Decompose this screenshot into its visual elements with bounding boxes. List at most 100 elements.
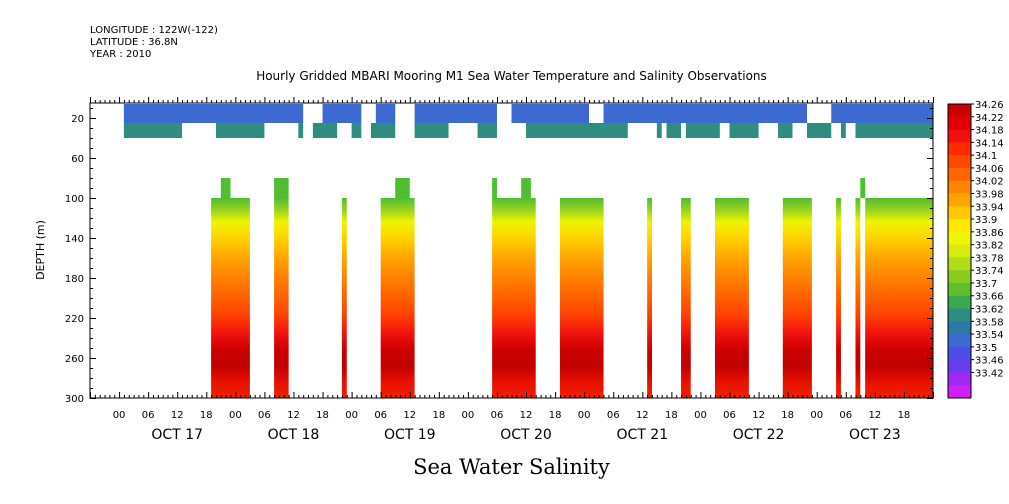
mid-depth-cell xyxy=(312,123,338,138)
x-day-label: OCT 17 xyxy=(151,427,203,443)
x-tick-label: 00 xyxy=(578,410,591,421)
colorbar-swatch xyxy=(948,346,971,361)
deep-cell xyxy=(380,198,415,398)
colorbar-swatch xyxy=(948,282,971,297)
colorbar-label: 33.94 xyxy=(975,202,1004,213)
colorbar-label: 33.42 xyxy=(975,368,1004,379)
y-tick-label: 180 xyxy=(65,274,84,285)
x-tick-label: 06 xyxy=(258,410,271,421)
colorbar-label: 34.06 xyxy=(975,164,1004,175)
colorbar-label: 33.74 xyxy=(975,266,1004,277)
x-day-label: OCT 23 xyxy=(849,427,901,443)
colorbar-swatch xyxy=(948,385,971,399)
colorbar-label: 33.46 xyxy=(975,356,1004,367)
x-tick-label: 12 xyxy=(636,410,649,421)
colorbar-swatch xyxy=(948,244,971,258)
x-axis: 00 06 12 18 00 06 12 18 00 06 12 18 00 06 12 18 00 06 12 18… xyxy=(90,97,934,443)
colorbar-swatch xyxy=(948,104,971,118)
colorbar-label: 34.1 xyxy=(975,151,997,162)
mid-depth-cell xyxy=(807,123,832,138)
x-tick-label: 06 xyxy=(374,410,387,421)
mid-depth-cell xyxy=(777,123,793,138)
surface-cell xyxy=(511,104,590,123)
surface-cell xyxy=(603,104,808,123)
surface-cell xyxy=(322,104,362,123)
x-tick-label: 12 xyxy=(752,410,765,421)
deep-top-cell xyxy=(521,178,531,198)
colorbar-swatch xyxy=(948,206,971,220)
x-tick-label: 12 xyxy=(868,410,881,421)
colorbar-label: 33.82 xyxy=(975,241,1004,252)
x-tick-label: 06 xyxy=(839,410,852,421)
deep-top-cell xyxy=(395,178,410,198)
x-tick-label: 12 xyxy=(287,410,300,421)
mid-depth-cell xyxy=(666,123,682,138)
x-tick-label: 00 xyxy=(345,410,358,421)
mid-depth-cell xyxy=(729,123,759,138)
colorbar-label: 33.9 xyxy=(975,215,997,226)
colorbar-swatch xyxy=(948,129,971,143)
deep-cell xyxy=(274,198,289,398)
y-axis-label: DEPTH (m) xyxy=(34,220,47,280)
deep-cell xyxy=(559,198,604,398)
y-tick-label: 300 xyxy=(65,394,84,405)
y-tick-label: 60 xyxy=(71,154,84,165)
x-tick-label: 00 xyxy=(462,410,475,421)
colorbar-swatch xyxy=(948,167,971,182)
x-tick-label: 18 xyxy=(898,410,911,421)
x-tick-label: 12 xyxy=(171,410,184,421)
x-tick-label: 12 xyxy=(403,410,416,421)
mid-depth-cell xyxy=(656,123,662,138)
footer-title: Sea Water Salinity xyxy=(413,455,610,479)
mid-depth-cell xyxy=(414,123,449,138)
colorbar-label: 34.14 xyxy=(975,138,1004,149)
mid-depth-cell xyxy=(371,123,396,138)
mid-depth-cell xyxy=(855,123,933,138)
colorbar-swatch xyxy=(948,270,971,284)
mid-depth-cell xyxy=(298,123,304,138)
y-tick-label: 20 xyxy=(71,114,84,125)
x-tick-label: 00 xyxy=(113,410,126,421)
x-tick-label: 18 xyxy=(200,410,213,421)
mid-depth-cell xyxy=(477,123,497,138)
deep-cell xyxy=(681,198,691,398)
mid-depth-cell xyxy=(123,123,183,138)
colorbar-swatch xyxy=(948,372,971,386)
x-tick-label: 00 xyxy=(694,410,707,421)
x-tick-label: 18 xyxy=(665,410,678,421)
x-day-label: OCT 21 xyxy=(616,427,668,443)
x-tick-label: 18 xyxy=(549,410,562,421)
y-tick-label: 260 xyxy=(65,354,84,365)
colorbar-swatch xyxy=(948,257,971,271)
colorbar-label: 34.26 xyxy=(975,100,1004,111)
deep-cell xyxy=(492,198,536,398)
deep-cell xyxy=(855,198,861,398)
colorbar-swatch xyxy=(948,116,971,131)
colorbar-swatch xyxy=(948,308,971,322)
deep-cell xyxy=(714,198,749,398)
deep-cell xyxy=(865,198,933,398)
x-tick-label: 18 xyxy=(432,410,445,421)
y-tick-label: 220 xyxy=(65,314,84,325)
surface-cell xyxy=(375,104,396,123)
colorbar-swatch xyxy=(948,321,971,335)
surface-cell xyxy=(123,104,304,123)
longitude-label: LONGITUDE : 122W(-122) xyxy=(90,25,218,36)
x-tick-label: 00 xyxy=(229,410,242,421)
x-day-label: OCT 18 xyxy=(268,427,320,443)
x-tick-label: 06 xyxy=(607,410,620,421)
deep-cell xyxy=(647,198,652,398)
chart-title: Hourly Gridded MBARI Mooring M1 Sea Wate… xyxy=(256,69,767,83)
heatmap-cells xyxy=(123,104,933,398)
y-tick-label: 100 xyxy=(65,194,84,205)
mid-depth-cell xyxy=(840,123,846,138)
colorbar-label: 33.5 xyxy=(975,343,997,354)
deep-cell xyxy=(782,198,812,398)
mid-depth-cell xyxy=(526,123,628,138)
colorbar-label: 33.62 xyxy=(975,305,1004,316)
colorbar-label: 33.7 xyxy=(975,279,997,290)
colorbar-swatch xyxy=(948,142,971,156)
colorbar-label: 34.22 xyxy=(975,113,1004,124)
